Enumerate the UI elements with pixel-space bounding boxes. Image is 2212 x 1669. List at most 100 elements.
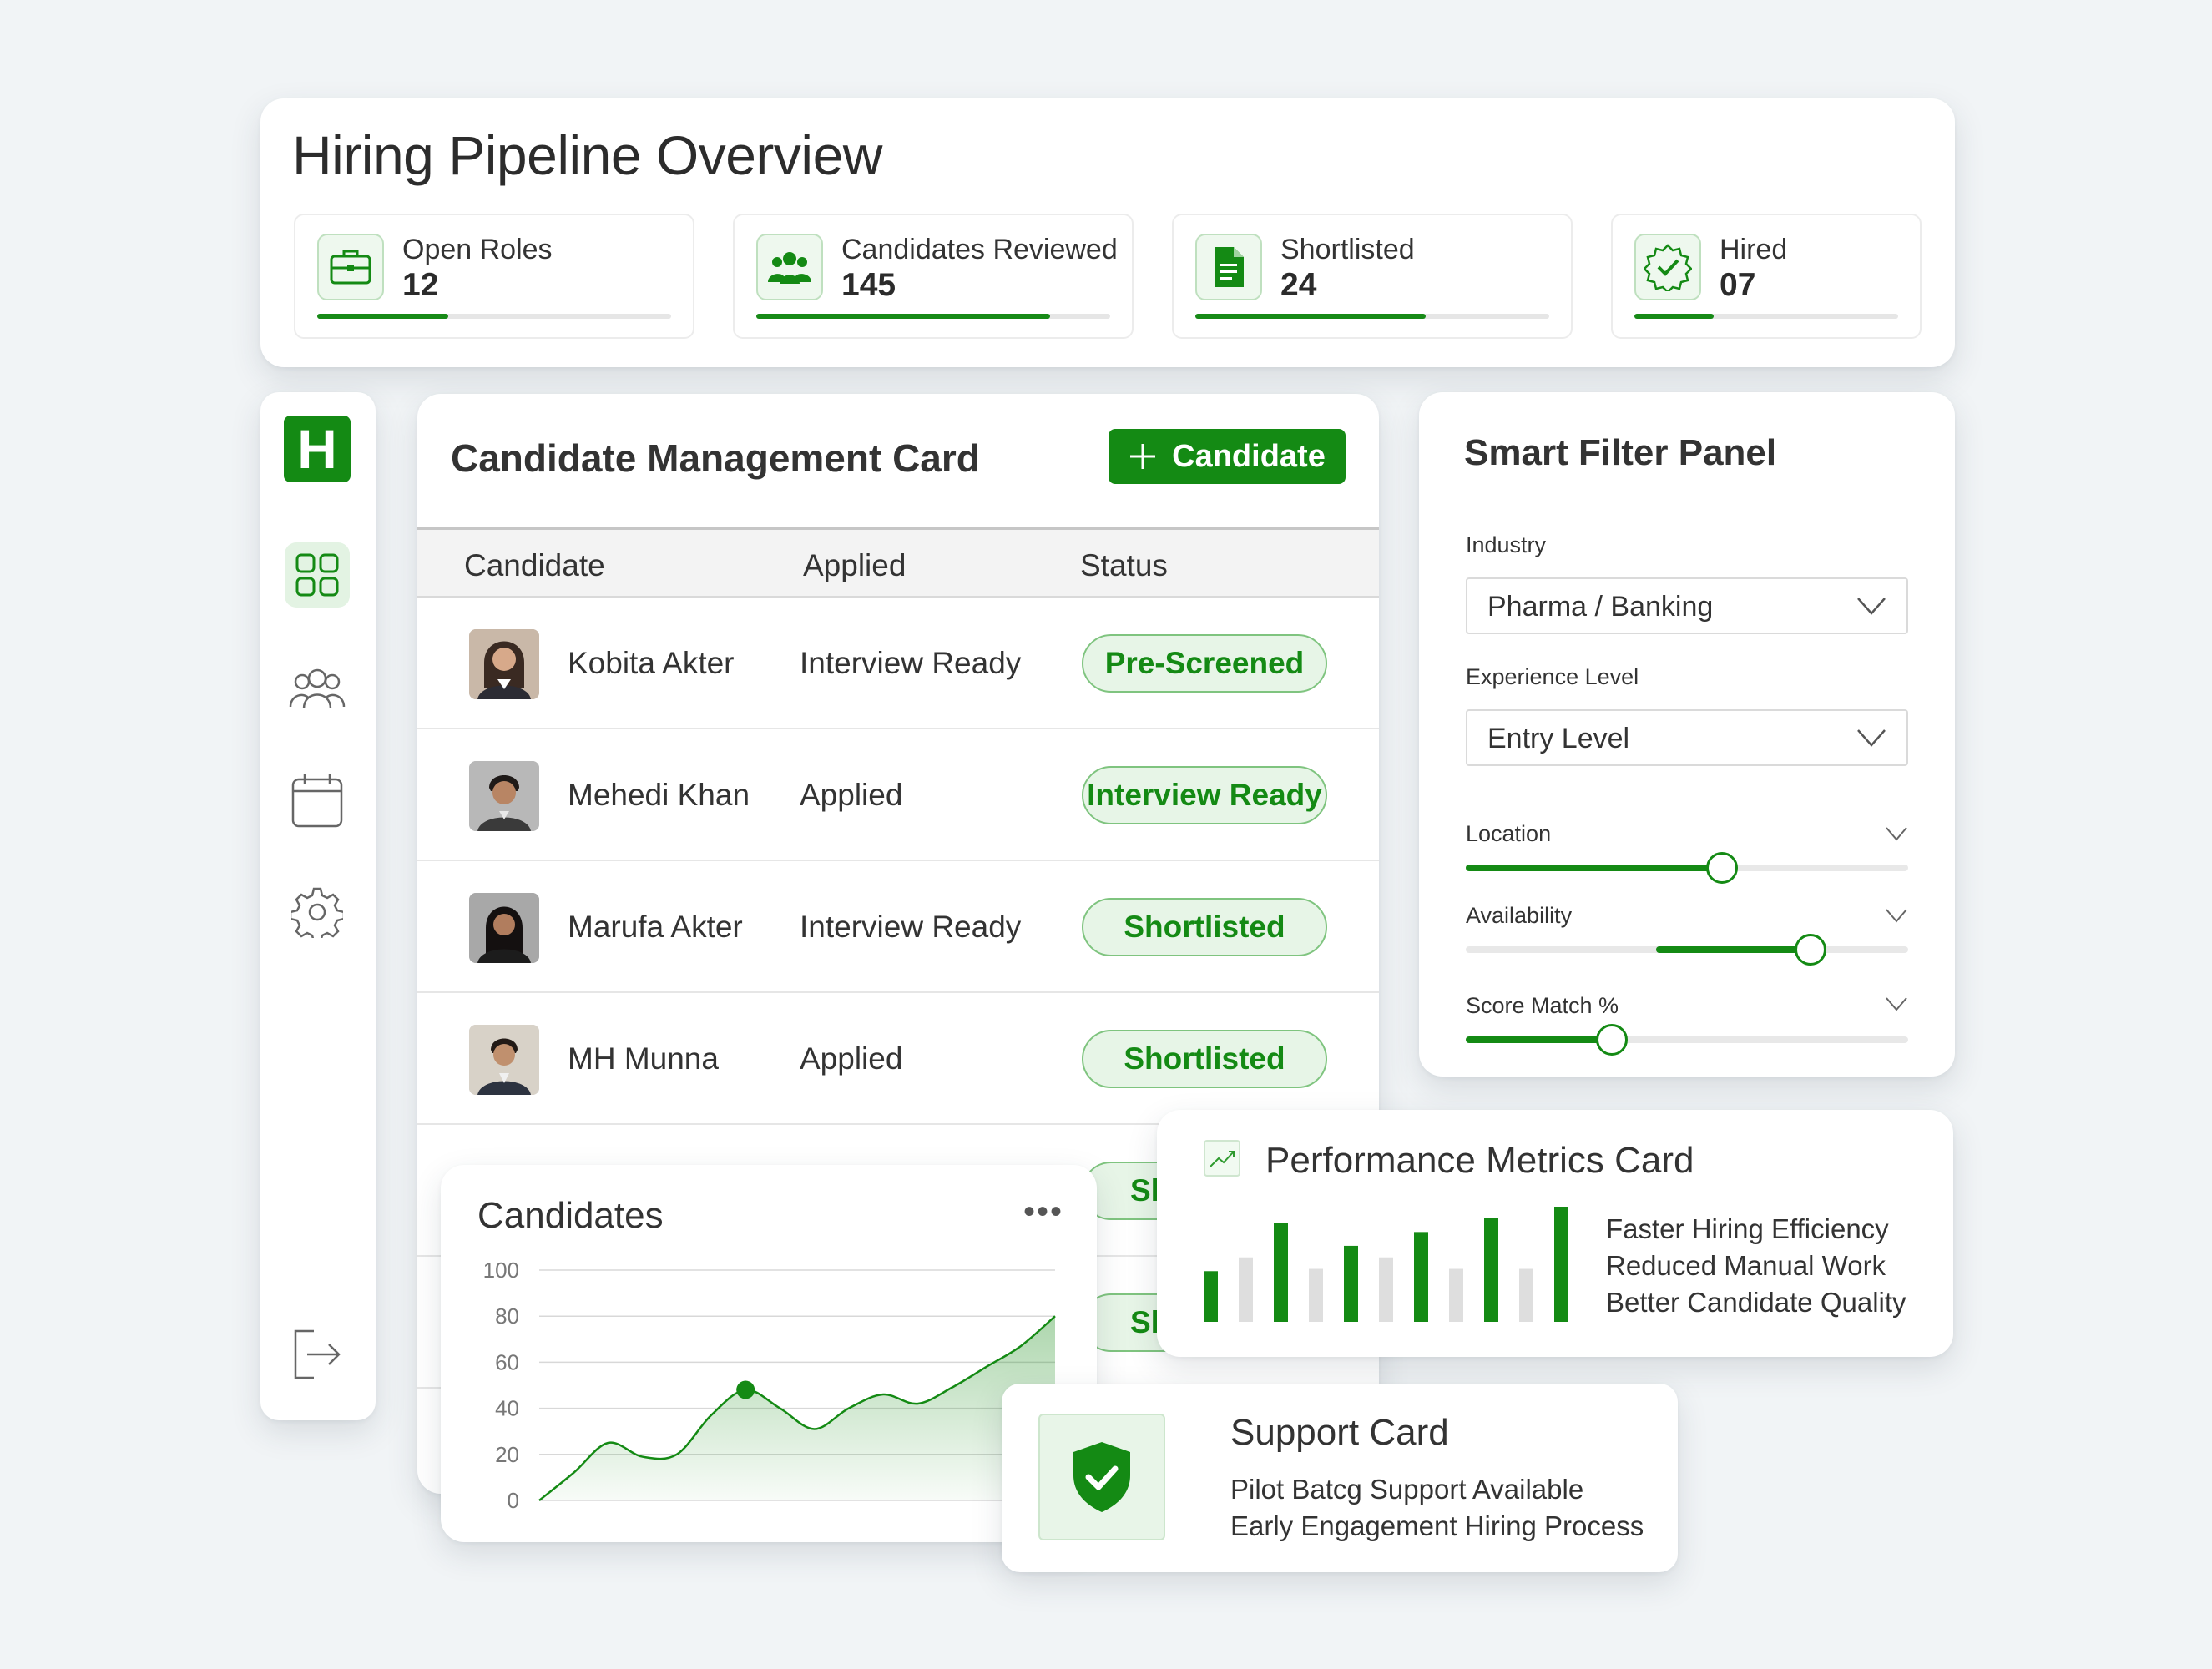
metric-bar bbox=[1309, 1268, 1323, 1322]
performance-metrics-card: Performance Metrics Card Faster Hiring E… bbox=[1157, 1110, 1953, 1357]
avatar bbox=[469, 1025, 539, 1095]
card-title: Performance Metrics Card bbox=[1265, 1140, 1694, 1181]
progress-bar bbox=[1195, 314, 1549, 319]
candidates-area-chart: 100 80 60 40 20 0 bbox=[483, 1258, 1056, 1513]
stat-candidates-reviewed[interactable]: Candidates Reviewed 145 bbox=[733, 214, 1134, 339]
progress-bar bbox=[1634, 314, 1898, 319]
progress-bar bbox=[317, 314, 671, 319]
users-icon bbox=[756, 234, 823, 300]
applied-value: Applied bbox=[800, 778, 903, 812]
metric-bar bbox=[1554, 1207, 1568, 1322]
sidebar: H bbox=[260, 392, 376, 1420]
trend-chart-icon bbox=[1204, 1140, 1240, 1177]
document-icon bbox=[1195, 234, 1262, 300]
y-tick-label: 0 bbox=[508, 1488, 519, 1513]
y-tick-label: 80 bbox=[495, 1303, 519, 1329]
candidate-name: Marufa Akter bbox=[568, 910, 743, 944]
column-header-candidate[interactable]: Candidate bbox=[464, 548, 605, 582]
metric-bar bbox=[1519, 1268, 1533, 1322]
column-header-applied[interactable]: Applied bbox=[803, 548, 907, 582]
experience-value: Entry Level bbox=[1487, 723, 1630, 754]
stat-value: 24 bbox=[1280, 267, 1317, 303]
chevron-down-icon[interactable] bbox=[1885, 826, 1908, 841]
applied-value: Applied bbox=[800, 1041, 903, 1076]
table-header: Candidate Applied Status bbox=[417, 527, 1379, 598]
more-options-icon[interactable]: ••• bbox=[1023, 1193, 1063, 1230]
availability-slider[interactable] bbox=[1466, 934, 1908, 966]
industry-label: Industry bbox=[1466, 532, 1547, 557]
y-tick-label: 40 bbox=[495, 1396, 519, 1421]
table-row[interactable]: Kobita Akter Interview Ready Pre-Screene… bbox=[417, 598, 1379, 729]
panel-title: Smart Filter Panel bbox=[1464, 432, 1777, 473]
candidate-name: MH Munna bbox=[568, 1041, 719, 1076]
series-line bbox=[538, 1315, 1056, 1501]
candidate-name: Mehedi Khan bbox=[568, 778, 750, 812]
y-tick-label: 60 bbox=[495, 1349, 519, 1374]
performance-bar-chart bbox=[1204, 1207, 1568, 1322]
metric-item: Faster Hiring Efficiency bbox=[1606, 1213, 1889, 1244]
industry-select[interactable]: Pharma / Banking bbox=[1466, 577, 1908, 634]
settings-gear-icon[interactable] bbox=[285, 880, 350, 945]
candidate-name: Kobita Akter bbox=[568, 646, 735, 680]
add-candidate-button[interactable]: Candidate bbox=[1109, 429, 1346, 484]
users-icon[interactable] bbox=[285, 656, 350, 721]
metric-item: Better Candidate Quality bbox=[1606, 1287, 1906, 1318]
calendar-icon[interactable] bbox=[285, 768, 350, 833]
avatar bbox=[469, 629, 539, 699]
y-tick-label: 20 bbox=[495, 1442, 519, 1467]
stat-open-roles[interactable]: Open Roles 12 bbox=[294, 214, 694, 339]
dashboard-grid-icon[interactable] bbox=[285, 542, 350, 608]
column-header-status[interactable]: Status bbox=[1080, 548, 1168, 582]
metric-bar bbox=[1239, 1257, 1253, 1322]
area-fill bbox=[539, 1316, 1055, 1500]
chevron-down-icon[interactable] bbox=[1885, 908, 1908, 923]
stat-label: Open Roles bbox=[402, 234, 553, 265]
status-badge[interactable]: Shortlisted bbox=[1082, 1030, 1327, 1088]
applied-value: Interview Ready bbox=[800, 646, 1022, 680]
applied-value: Interview Ready bbox=[800, 910, 1022, 944]
metric-bar bbox=[1414, 1232, 1428, 1322]
smart-filter-panel: Smart Filter Panel Industry Pharma / Ban… bbox=[1419, 392, 1955, 1077]
table-row[interactable]: MH Munna Applied Shortlisted bbox=[417, 993, 1379, 1125]
metric-bar bbox=[1379, 1257, 1393, 1322]
score-match-label: Score Match % bbox=[1466, 993, 1619, 1018]
metric-bar bbox=[1344, 1245, 1358, 1322]
logout-icon[interactable] bbox=[285, 1322, 350, 1387]
stat-value: 12 bbox=[402, 267, 439, 303]
slider-handle[interactable] bbox=[1595, 1024, 1628, 1056]
verified-badge-icon bbox=[1634, 234, 1701, 300]
stat-label: Hired bbox=[1720, 234, 1788, 265]
industry-value: Pharma / Banking bbox=[1487, 591, 1714, 623]
table-row[interactable]: Mehedi Khan Applied Interview Ready bbox=[417, 729, 1379, 861]
card-title: Support Card bbox=[1230, 1412, 1449, 1453]
add-candidate-label: Candidate bbox=[1172, 438, 1326, 474]
slider-handle[interactable] bbox=[1795, 934, 1827, 966]
stat-hired[interactable]: Hired 07 bbox=[1611, 214, 1922, 339]
highlight-point bbox=[736, 1380, 755, 1399]
slider-handle[interactable] bbox=[1706, 852, 1739, 884]
app-logo[interactable]: H bbox=[284, 416, 351, 482]
status-badge[interactable]: Pre-Screened bbox=[1082, 634, 1327, 693]
chevron-down-icon[interactable] bbox=[1885, 996, 1908, 1011]
status-badge[interactable]: Shortlisted bbox=[1082, 898, 1327, 956]
avatar bbox=[469, 761, 539, 831]
score-match-slider[interactable] bbox=[1466, 1024, 1908, 1056]
stat-value: 07 bbox=[1720, 267, 1756, 303]
stat-shortlisted[interactable]: Shortlisted 24 bbox=[1172, 214, 1573, 339]
support-card: Support Card Pilot Batcg Support Availab… bbox=[1002, 1384, 1678, 1572]
card-title: Candidate Management Card bbox=[451, 436, 980, 480]
metric-item: Reduced Manual Work bbox=[1606, 1250, 1886, 1281]
page-title: Hiring Pipeline Overview bbox=[292, 124, 882, 186]
location-slider[interactable] bbox=[1466, 852, 1908, 884]
progress-bar bbox=[756, 314, 1110, 319]
candidates-chart-card: 100 80 60 40 20 0 Candidates ••• bbox=[441, 1165, 1097, 1542]
y-tick-label: 100 bbox=[483, 1258, 519, 1283]
table-row[interactable]: Marufa Akter Interview Ready Shortlisted bbox=[417, 861, 1379, 993]
status-badge[interactable]: Interview Ready bbox=[1082, 766, 1327, 824]
chevron-down-icon bbox=[1857, 729, 1886, 747]
experience-label: Experience Level bbox=[1466, 664, 1639, 689]
metric-bar bbox=[1449, 1268, 1463, 1322]
hiring-pipeline-overview-card: Hiring Pipeline Overview Open Roles 12 C… bbox=[260, 98, 1955, 367]
experience-select[interactable]: Entry Level bbox=[1466, 709, 1908, 766]
briefcase-icon bbox=[317, 234, 384, 300]
